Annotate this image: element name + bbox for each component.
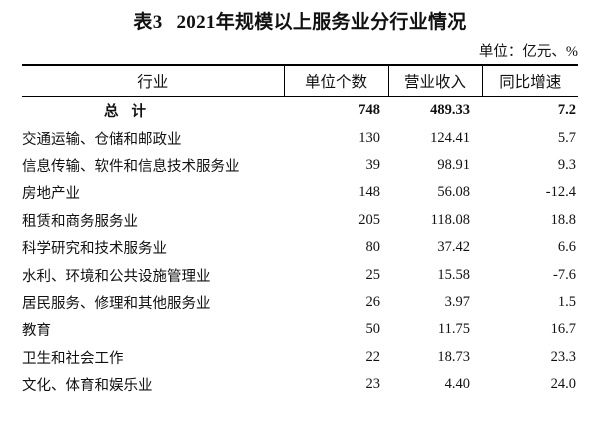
table-row: 教育 50 11.75 16.7: [22, 316, 578, 343]
cell-yoy: 9.3: [557, 156, 576, 173]
cell-yoy: 1.5: [557, 293, 576, 310]
table-row: 居民服务、修理和其他服务业 26 3.97 1.5: [22, 289, 578, 316]
table-title-text: 2021年规模以上服务业分行业情况: [176, 12, 467, 33]
cell-yoy: -12.4: [545, 184, 576, 201]
cell-units: 39: [365, 156, 381, 173]
cell-industry: 科学研究和技术服务业: [22, 241, 167, 258]
table-row: 交通运输、仓储和邮政业 130 124.41 5.7: [22, 124, 578, 151]
cell-yoy: 23.3: [550, 348, 576, 365]
cell-industry: 交通运输、仓储和邮政业: [22, 131, 182, 148]
table-row: 卫生和社会工作 22 18.73 23.3: [22, 344, 578, 371]
cell-units: 148: [358, 184, 380, 201]
unit-note: 单位：亿元、%: [478, 44, 578, 60]
cell-yoy: 7.2: [557, 102, 576, 119]
cell-units: 50: [365, 321, 381, 338]
table-row-total: 总计 748 489.33 7.2: [22, 97, 578, 125]
cell-units: 25: [365, 266, 381, 283]
cell-units: 748: [358, 102, 380, 119]
cell-yoy: 6.6: [557, 239, 576, 256]
cell-yoy: 5.7: [557, 129, 576, 146]
cell-units: 80: [365, 239, 381, 256]
table-header-row: 行业 单位个数 营业收入 同比增速: [22, 64, 578, 97]
cell-units: 22: [365, 348, 381, 365]
cell-industry: 房地产业: [22, 186, 80, 203]
cell-industry: 卫生和社会工作: [22, 350, 124, 367]
column-header-revenue: 营业收入: [387, 64, 482, 97]
cell-yoy: -7.6: [553, 266, 576, 283]
cell-revenue: 3.97: [444, 293, 470, 310]
column-header-yoy: 同比增速: [481, 64, 578, 97]
cell-industry: 教育: [22, 323, 51, 340]
cell-industry: 居民服务、修理和其他服务业: [22, 295, 211, 312]
cell-revenue: 118.08: [430, 211, 470, 228]
cell-revenue: 489.33: [430, 102, 470, 119]
statistics-table: 行业 单位个数 营业收入 同比增速 总计 748 489.33 7.2 交通运输…: [22, 64, 578, 398]
total-label-a: 总: [104, 104, 119, 121]
page-title: 表3 2021年规模以上服务业分行业情况: [0, 7, 600, 34]
table-row: 水利、环境和公共设施管理业 25 15.58 -7.6: [22, 261, 578, 288]
column-header-units: 单位个数: [283, 64, 388, 97]
cell-revenue: 56.08: [437, 184, 470, 201]
table-row: 租赁和商务服务业 205 118.08 18.8: [22, 207, 578, 234]
cell-revenue: 18.73: [437, 348, 470, 365]
cell-units: 23: [365, 376, 381, 393]
cell-revenue: 15.58: [437, 266, 470, 283]
column-header-industry: 行业: [22, 64, 284, 97]
table-row: 房地产业 148 56.08 -12.4: [22, 179, 578, 206]
cell-industry: 水利、环境和公共设施管理业: [22, 268, 211, 285]
cell-industry: 文化、体育和娱乐业: [22, 378, 153, 395]
cell-revenue: 4.40: [444, 376, 470, 393]
table-number: 表3: [133, 12, 163, 33]
cell-yoy: 18.8: [550, 211, 576, 228]
table-row: 文化、体育和娱乐业 23 4.40 24.0: [22, 371, 578, 398]
statistics-table-wrapper: 行业 单位个数 营业收入 同比增速 总计 748 489.33 7.2 交通运输…: [22, 64, 578, 398]
table-row: 科学研究和技术服务业 80 37.42 6.6: [22, 234, 578, 261]
cell-units: 26: [365, 293, 381, 310]
cell-units: 130: [358, 129, 380, 146]
cell-yoy: 16.7: [550, 321, 576, 338]
cell-units: 205: [358, 211, 380, 228]
cell-revenue: 37.42: [437, 239, 470, 256]
cell-yoy: 24.0: [550, 376, 576, 393]
cell-industry: 租赁和商务服务业: [22, 213, 138, 230]
cell-revenue: 11.75: [437, 321, 470, 338]
cell-industry: 总计: [22, 97, 284, 125]
cell-revenue: 124.41: [430, 129, 470, 146]
total-label-b: 计: [131, 104, 147, 121]
cell-revenue: 98.91: [437, 156, 470, 173]
cell-industry: 信息传输、软件和信息技术服务业: [22, 158, 240, 175]
table-row: 信息传输、软件和信息技术服务业 39 98.91 9.3: [22, 152, 578, 179]
